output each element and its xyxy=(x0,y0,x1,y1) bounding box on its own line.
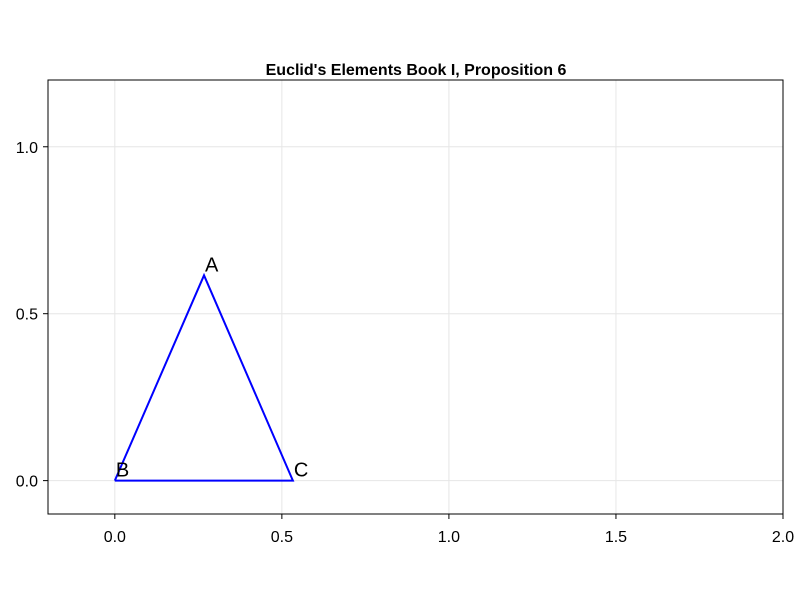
triangle-series-line xyxy=(113,272,295,482)
chart-title: Euclid's Elements Book I, Proposition 6 xyxy=(266,62,567,79)
plot-frame xyxy=(47,79,784,515)
x-tick-label: 1.0 xyxy=(438,529,460,546)
x-tick-label: 2.0 xyxy=(772,529,794,546)
y-tick-label: 1.0 xyxy=(16,140,38,157)
annotation-layer: A B C xyxy=(116,254,309,481)
y-tick-label: 0.0 xyxy=(16,474,38,491)
y-tick-label: 0.5 xyxy=(16,307,38,324)
x-tick-label: 0.0 xyxy=(104,529,126,546)
vertex-label-b: B xyxy=(116,460,129,482)
x-tick-label: 1.5 xyxy=(605,529,627,546)
tick-layer: 0.0 0.5 1.0 1.5 2.0 0.0 0.5 1.0 xyxy=(16,140,794,546)
vertex-label-c: C xyxy=(294,460,308,482)
x-tick-label: 0.5 xyxy=(271,529,293,546)
vertex-label-a: A xyxy=(205,254,219,276)
grid-layer xyxy=(48,80,784,514)
series-layer xyxy=(113,272,295,482)
